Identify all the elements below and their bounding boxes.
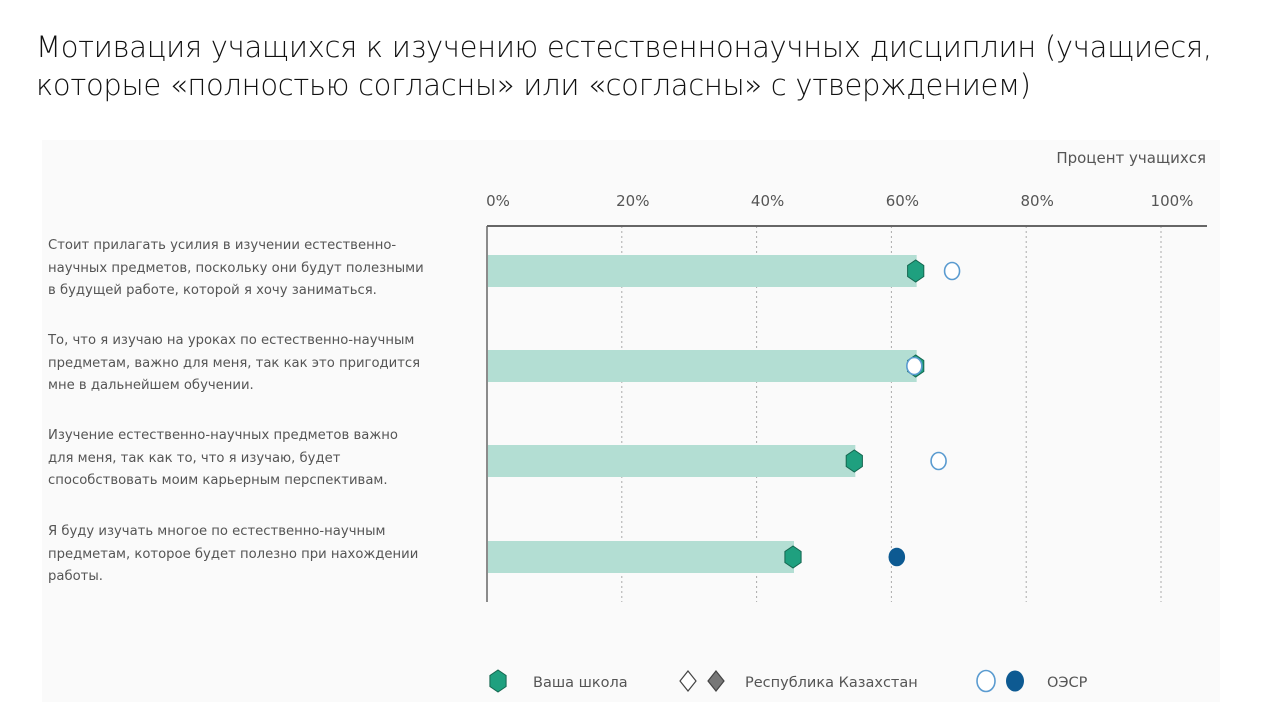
- legend-label: Ваша школа: [533, 675, 628, 691]
- legend-kz-filled-icon: [707, 670, 725, 692]
- marker-ваша-школа: [907, 259, 925, 283]
- category-label-line: Я буду изучать многое по естественно-нау…: [48, 524, 386, 539]
- category-label-line: работы.: [48, 569, 103, 584]
- chart-panel: [42, 140, 1220, 702]
- category-label-line: Стоит прилагать усилия в изучении естест…: [48, 238, 397, 253]
- category-label-line: предметам, важно для меня, так как это п…: [48, 355, 421, 371]
- marker-оэср: [888, 547, 906, 567]
- title-line-2: которые «полностью согласны» или «соглас…: [36, 68, 1031, 102]
- category-label: Стоит прилагать усилия в изучении естест…: [48, 235, 478, 303]
- category-label-line: способствовать моим карьерным перспектив…: [48, 473, 388, 488]
- category-label-line: Изучение естественно-научных предметов в…: [48, 428, 398, 443]
- tick-label: 80%: [1021, 192, 1054, 210]
- category-label-line: в будущей работе, которой я хочу занимат…: [48, 283, 377, 298]
- bar-ваша-школа: [488, 541, 794, 573]
- category-label-line: мне в дальнейшем обучении.: [48, 378, 254, 393]
- slide-title: Мотивация учащихся к изучению естественн…: [36, 28, 1212, 104]
- tick-label: 100%: [1151, 192, 1194, 210]
- category-label-line: для меня, так как то, что я изучаю, буде…: [48, 450, 341, 466]
- title-line-1: Мотивация учащихся к изучению естественн…: [36, 30, 1212, 64]
- tick-label: 0%: [486, 192, 510, 210]
- tick-label: 20%: [616, 192, 649, 210]
- category-label: Изучение естественно-научных предметов в…: [48, 425, 478, 493]
- marker-оэср: [930, 451, 947, 471]
- legend-kz-open-icon: [679, 670, 697, 692]
- legend-oecd-filled-icon: [1006, 670, 1024, 692]
- legend-school-icon: [489, 669, 507, 693]
- bar-ваша-школа: [488, 445, 856, 477]
- category-label-line: предметам, которое будет полезно при нах…: [48, 546, 419, 562]
- axis-title: Процент учащихся: [1056, 149, 1206, 167]
- bar-ваша-школа: [488, 350, 917, 382]
- marker-ваша-школа: [845, 449, 863, 473]
- category-label: Я буду изучать многое по естественно-нау…: [48, 521, 478, 589]
- legend-label: Республика Казахстан: [745, 675, 918, 691]
- bar-ваша-школа: [488, 255, 917, 287]
- category-label-line: То, что я изучаю на уроках по естественн…: [48, 333, 415, 348]
- marker-оэср: [943, 261, 961, 281]
- legend-oecd-open-icon: [976, 669, 996, 693]
- marker-оэср: [906, 356, 923, 376]
- marker-ваша-школа: [784, 545, 802, 569]
- tick-label: 60%: [886, 192, 919, 210]
- category-label-line: научных предметов, поскольку они будут п…: [48, 260, 424, 276]
- tick-label: 40%: [751, 192, 784, 210]
- legend-label: ОЭСР: [1047, 675, 1088, 691]
- category-label: То, что я изучаю на уроках по естественн…: [48, 330, 478, 398]
